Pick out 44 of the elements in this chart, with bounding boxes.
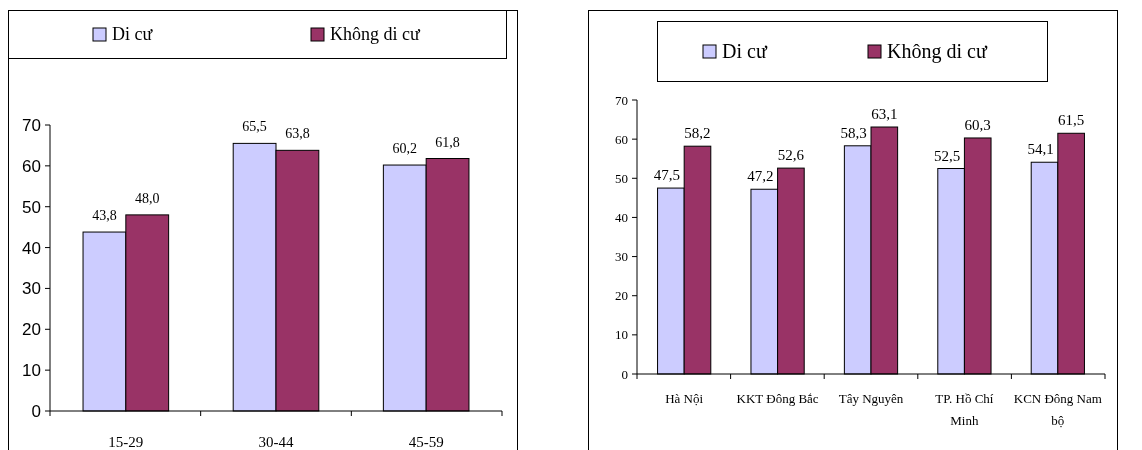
legend-label: Không di cư (887, 40, 988, 63)
data-label: 60,2 (392, 141, 418, 157)
data-label: 58,2 (684, 125, 711, 142)
y-tick-label: 0 (621, 366, 628, 382)
data-label: 63,1 (871, 106, 898, 123)
y-tick-label: 20 (615, 288, 628, 304)
x-tick-label: Tây Nguyên (838, 391, 904, 406)
x-tick-label: TP. Hồ Chí Minh (935, 391, 994, 428)
y-tick-label: 50 (22, 197, 41, 217)
data-label: 52,5 (933, 147, 961, 164)
legend-label: Di cư (112, 24, 154, 45)
y-tick-label: 0 (31, 401, 41, 421)
y-tick-label: 70 (22, 115, 41, 135)
y-tick-label: 40 (615, 209, 628, 225)
data-label: 61,5 (1058, 112, 1085, 129)
y-tick-label: 30 (615, 249, 628, 265)
y-tick-label: 10 (22, 361, 41, 381)
legend-label: Không di cư (330, 24, 421, 45)
y-tick-label: 40 (22, 238, 41, 258)
x-tick-label: KCN Đông Nam bộ (1013, 391, 1102, 428)
data-label: 43,8 (92, 208, 117, 224)
data-label: 54,1 (1027, 141, 1054, 158)
y-tick-label: 20 (22, 320, 41, 340)
x-tick-label: Hà Nội (665, 391, 704, 406)
x-tick-label: 45-59 (408, 434, 444, 450)
data-label: 52,6 (777, 147, 805, 164)
x-tick-label: KKT Đông Bắc (736, 391, 819, 406)
data-label: 47,2 (747, 168, 774, 185)
y-tick-label: 70 (615, 92, 628, 108)
y-tick-label: 60 (22, 156, 41, 176)
x-tick-label: 15-29 (108, 434, 144, 450)
legend-label: Di cư (722, 40, 768, 62)
data-label: 58,3 (840, 124, 867, 141)
data-label: 60,3 (964, 116, 991, 133)
y-tick-label: 60 (615, 131, 628, 147)
y-tick-label: 50 (615, 170, 628, 186)
data-label: 47,5 (653, 167, 680, 184)
data-label: 65,5 (242, 119, 267, 135)
data-label: 48,0 (134, 190, 160, 206)
y-tick-label: 30 (22, 279, 41, 299)
y-tick-label: 10 (615, 327, 628, 343)
x-tick-label: 30-44 (258, 434, 294, 450)
data-label: 63,8 (285, 126, 310, 142)
data-label: 61,8 (435, 134, 460, 150)
